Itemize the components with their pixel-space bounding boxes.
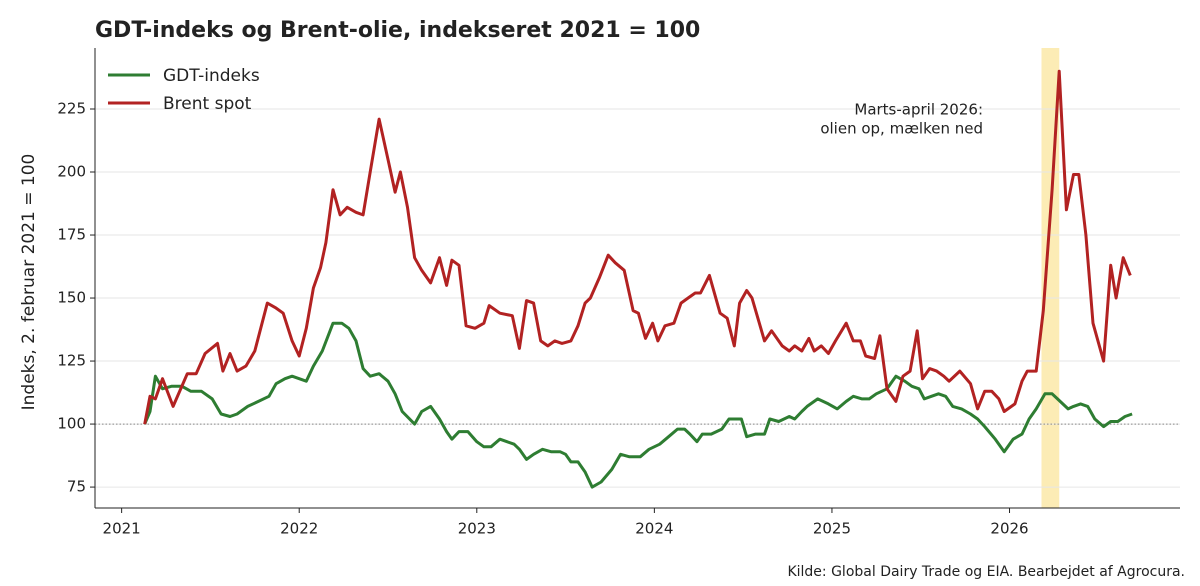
x-tick-label: 2023 [458,520,496,538]
x-tick-label: 2024 [635,520,673,538]
legend-label: GDT-indeks [163,66,260,86]
y-tick-label: 125 [57,352,86,370]
y-tick-label: 75 [67,478,86,496]
series-line [143,321,1133,489]
annotation: Marts-april 2026: [854,101,983,119]
y-tick-label: 225 [57,99,86,117]
x-tick-label: 2026 [990,520,1028,538]
y-tick-label: 100 [57,415,86,433]
source-note: Kilde: Global Dairy Trade og EIA. Bearbe… [787,564,1185,580]
legend-label: Brent spot [163,94,252,114]
x-tick-label: 2021 [103,520,141,538]
annotation: olien op, mælken ned [820,120,983,138]
y-tick-label: 150 [57,289,86,307]
y-axis-label: Indeks, 2. februar 2021 = 100 [19,154,39,411]
y-tick-label: 200 [57,163,86,181]
y-tick-label: 175 [57,226,86,244]
series-line [143,69,1132,425]
x-tick-label: 2022 [280,520,318,538]
chart-title: GDT-indeks og Brent-olie, indekseret 202… [95,18,700,43]
x-tick-label: 2025 [813,520,851,538]
